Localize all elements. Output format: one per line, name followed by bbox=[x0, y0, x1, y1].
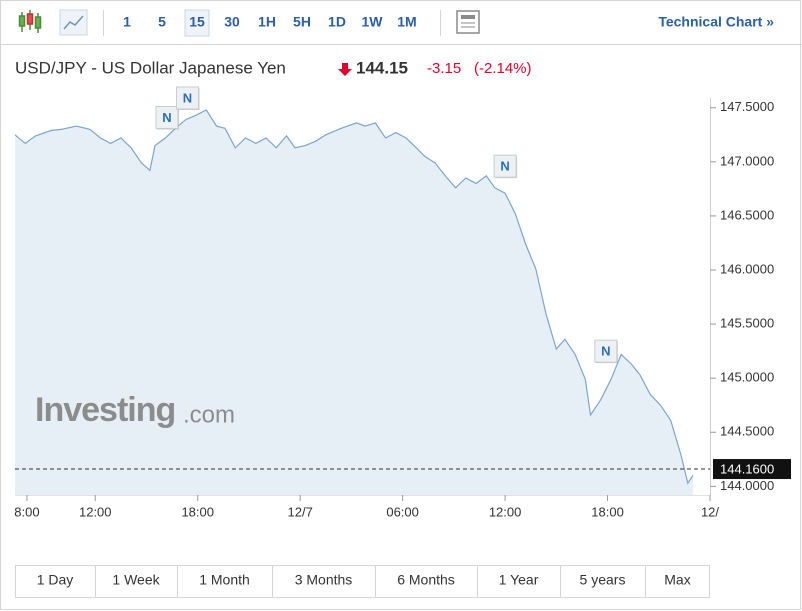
instrument-title: USD/JPY - US Dollar Japanese Yen bbox=[15, 58, 286, 77]
interval-button[interactable]: 5 bbox=[158, 14, 166, 30]
range-button[interactable]: 5 years bbox=[580, 572, 626, 588]
line-icon-glyph bbox=[63, 15, 84, 30]
news-icon[interactable] bbox=[456, 10, 480, 34]
news-marker[interactable] bbox=[155, 105, 179, 129]
range-button[interactable]: Max bbox=[664, 572, 690, 588]
news-marker[interactable] bbox=[493, 154, 517, 178]
area-fill bbox=[15, 109, 693, 496]
range-button[interactable]: 6 Months bbox=[397, 572, 455, 588]
interval-button[interactable]: 15 bbox=[189, 14, 205, 30]
y-tick-label: 146.5000 bbox=[720, 207, 774, 222]
news-marker[interactable] bbox=[594, 339, 618, 363]
range-button[interactable]: 3 Months bbox=[295, 572, 353, 588]
range-bar bbox=[15, 565, 710, 598]
x-tick-label: 12:00 bbox=[79, 504, 112, 519]
news-marker-label: N bbox=[162, 110, 171, 125]
x-tick-label: 18:00 bbox=[181, 504, 214, 519]
interval-button[interactable]: 1D bbox=[328, 14, 346, 30]
current-price-label: 144.1600 bbox=[720, 461, 774, 476]
price-line bbox=[14, 109, 694, 485]
interval-button[interactable]: 1 bbox=[123, 14, 131, 30]
x-tick-label: 18:00 bbox=[591, 504, 624, 519]
range-button[interactable]: 1 Month bbox=[199, 572, 250, 588]
y-tick-label: 144.5000 bbox=[720, 424, 774, 439]
candle-icon[interactable] bbox=[18, 10, 42, 33]
news-marker-label: N bbox=[601, 344, 610, 359]
watermark: Investing .com bbox=[35, 391, 235, 429]
y-tick-label: 147.5000 bbox=[720, 99, 774, 114]
x-tick-label: 8:00 bbox=[14, 504, 39, 519]
interval-button[interactable]: 1M bbox=[397, 14, 416, 30]
x-tick-label: 06:00 bbox=[386, 504, 419, 519]
x-tick-label: 12:00 bbox=[489, 504, 522, 519]
y-tick-label: 146.0000 bbox=[720, 261, 774, 276]
technical-chart-link[interactable]: Technical Chart » bbox=[658, 14, 774, 30]
interval-button[interactable]: 30 bbox=[224, 14, 240, 30]
current-price-box bbox=[713, 459, 791, 480]
interval-selected bbox=[184, 9, 210, 37]
x-tick-label: 12/ bbox=[701, 504, 719, 519]
down-arrow bbox=[338, 63, 352, 76]
y-tick-label: 144.0000 bbox=[720, 478, 774, 493]
interval-button[interactable]: 1W bbox=[362, 14, 384, 30]
price: 144.15 bbox=[356, 58, 408, 77]
y-tick-label: 145.5000 bbox=[720, 316, 774, 331]
interval-button[interactable]: 1H bbox=[258, 14, 276, 30]
watermark-brand: Investing bbox=[35, 391, 175, 429]
range-button[interactable]: 1 Week bbox=[112, 572, 160, 588]
change: -3.15 bbox=[427, 60, 461, 77]
line-icon[interactable] bbox=[59, 9, 88, 36]
interval-button[interactable]: 5H bbox=[293, 14, 311, 30]
range-button[interactable]: 1 Year bbox=[499, 572, 539, 588]
y-tick-label: 147.0000 bbox=[720, 153, 774, 168]
x-tick-label: 12/7 bbox=[288, 504, 313, 519]
watermark-suffix: .com bbox=[183, 401, 235, 428]
news-marker[interactable] bbox=[175, 86, 199, 110]
news-marker-label: N bbox=[500, 159, 509, 174]
range-button[interactable]: 1 Day bbox=[37, 572, 74, 588]
y-tick-label: 145.0000 bbox=[720, 370, 774, 385]
news-marker-label: N bbox=[183, 90, 192, 105]
change-percent: (-2.14%) bbox=[474, 60, 532, 77]
